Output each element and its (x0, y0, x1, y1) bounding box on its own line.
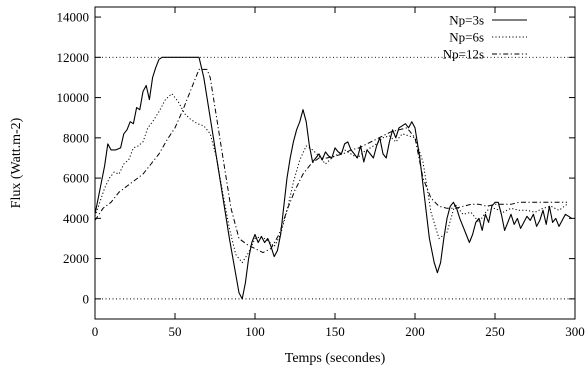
tick-labels: 0 50 100 150 200 250 300 0 2000 4000 6000 8000 10000… (57, 10, 585, 339)
y-tick-label: 12000 (57, 50, 90, 65)
y-tick-label: 10000 (57, 90, 90, 105)
x-tick-label: 250 (485, 324, 505, 339)
x-tick-label: 50 (169, 324, 182, 339)
x-tick-label: 0 (92, 324, 99, 339)
y-tick-label: 4000 (63, 211, 89, 226)
series-layer (94, 56, 573, 300)
legend-label-1: Np=3s (449, 13, 484, 28)
y-tick-label: 8000 (63, 130, 89, 145)
plot-frame (94, 6, 576, 320)
series-line-3 (94, 68, 567, 254)
legend-label-3: Np=12s (443, 47, 484, 62)
y-tick-label: 0 (83, 291, 90, 306)
y-tick-label: 2000 (63, 251, 89, 266)
series-line-2 (94, 93, 568, 264)
x-tick-label: 100 (245, 324, 265, 339)
series-line-1 (94, 56, 573, 300)
y-axis-title: Flux (Watt.m-2) (9, 117, 24, 208)
y-tick-label: 6000 (63, 171, 89, 186)
x-axis-title: Temps (secondes) (285, 351, 386, 366)
legend-label-2: Np=6s (449, 30, 484, 45)
axis-ticks (94, 7, 576, 319)
y-tick-label: 14000 (57, 10, 90, 25)
x-tick-label: 150 (325, 324, 345, 339)
x-tick-label: 200 (405, 324, 425, 339)
reference-lines (95, 56, 575, 300)
x-tick-label: 300 (565, 324, 585, 339)
legend: Np=3s Np=6s Np=12s (443, 13, 527, 62)
